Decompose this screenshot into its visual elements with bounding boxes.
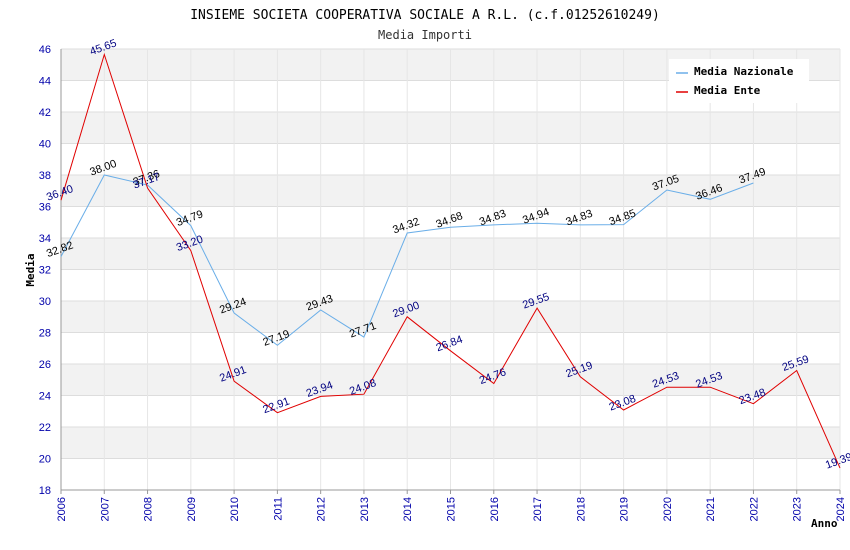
x-tick-label: 2016 xyxy=(489,497,501,521)
chart-title: INSIEME SOCIETA COOPERATIVA SOCIALE A R.… xyxy=(190,8,660,23)
chart-subtitle: Media Importi xyxy=(378,28,472,42)
y-tick-label: 28 xyxy=(39,328,51,340)
x-tick-label: 2007 xyxy=(99,497,111,521)
y-tick-label: 34 xyxy=(39,233,51,245)
x-tick-label: 2023 xyxy=(792,497,804,521)
legend-label-ente: Media Ente xyxy=(694,84,761,97)
series-lines xyxy=(60,52,841,469)
y-tick-labels: 18 20 22 24 26 28 30 32 34 36 38 40 42 44 46 xyxy=(39,44,51,497)
legend: Media Nazionale Media Ente xyxy=(669,59,809,103)
x-tick-label: 2018 xyxy=(575,497,587,521)
y-axis-label: Media xyxy=(24,253,37,286)
x-tick-label: 2013 xyxy=(359,497,371,521)
x-tick-label: 2009 xyxy=(186,497,198,521)
x-tick-label: 2014 xyxy=(402,497,414,521)
x-tick-label: 2011 xyxy=(272,497,284,521)
x-tick-label: 2019 xyxy=(619,497,631,521)
y-tick-label: 24 xyxy=(39,391,51,403)
x-tick-label: 2024 xyxy=(835,497,847,521)
x-tick-label: 2012 xyxy=(316,497,328,521)
series-line-nazionale xyxy=(60,174,754,346)
y-tick-label: 22 xyxy=(39,422,51,434)
series-line-ente xyxy=(60,52,841,469)
x-tick-label: 2010 xyxy=(229,497,241,521)
x-tick-label: 2017 xyxy=(532,497,544,521)
y-tick-label: 42 xyxy=(39,107,51,119)
x-tick-labels: 2006 2007 2008 2009 2010 2011 2012 2013 2014 2015… xyxy=(56,490,847,521)
y-tick-label: 38 xyxy=(39,170,51,182)
y-tick-label: 26 xyxy=(39,359,51,371)
grid-lines xyxy=(60,48,841,491)
legend-label-nazionale: Media Nazionale xyxy=(694,65,794,78)
y-tick-label: 40 xyxy=(39,139,51,151)
x-tick-label: 2006 xyxy=(56,497,68,521)
y-tick-label: 30 xyxy=(39,296,51,308)
x-tick-label: 2015 xyxy=(446,497,458,521)
x-tick-label: 2022 xyxy=(748,497,760,521)
x-tick-label: 2008 xyxy=(143,497,155,521)
x-axis-label: Anno xyxy=(811,517,838,530)
y-tick-label: 46 xyxy=(39,44,51,56)
y-tick-label: 20 xyxy=(39,454,51,466)
legend-box xyxy=(669,59,809,103)
x-tick-label: 2021 xyxy=(705,497,717,521)
y-tick-label: 36 xyxy=(39,202,51,214)
y-tick-label: 32 xyxy=(39,265,51,277)
x-tick-label: 2020 xyxy=(662,497,674,521)
y-tick-label: 44 xyxy=(39,76,51,88)
y-tick-label: 18 xyxy=(39,485,51,497)
